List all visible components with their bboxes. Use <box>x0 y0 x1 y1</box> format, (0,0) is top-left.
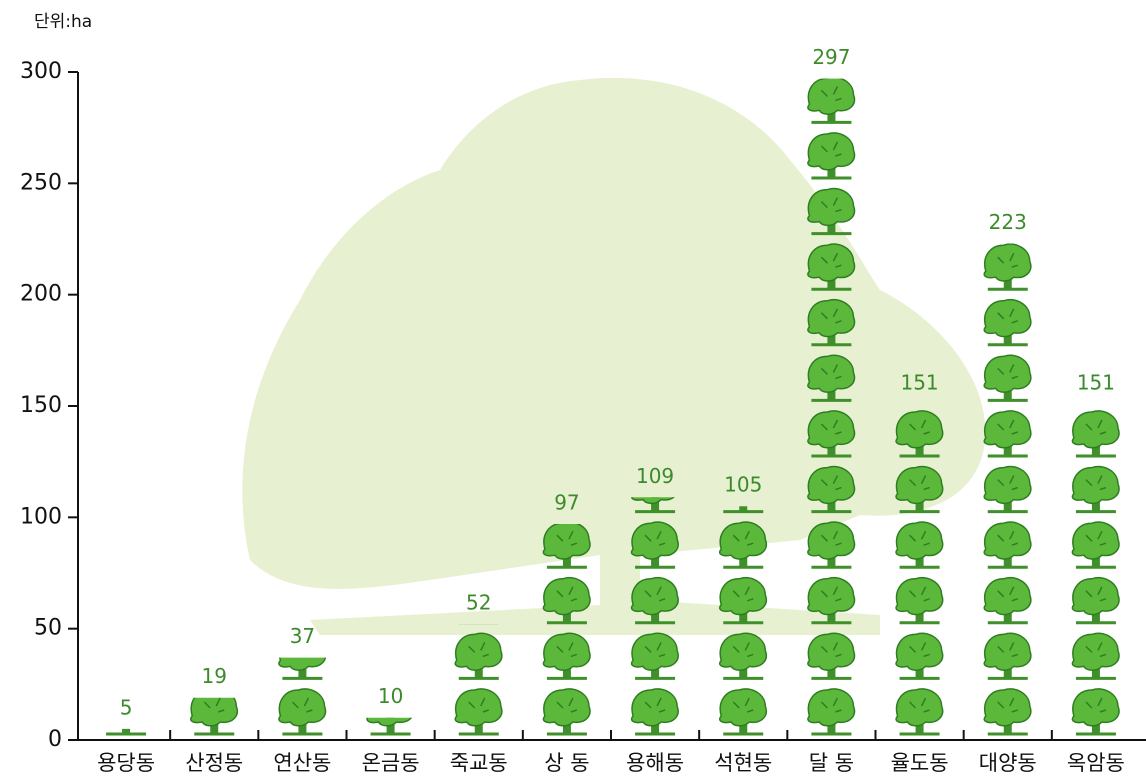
tree-icon <box>806 78 856 124</box>
value-label: 151 <box>900 370 938 394</box>
pictogram-bar <box>982 243 1033 736</box>
value-label: 10 <box>378 684 403 708</box>
tree-icon <box>1070 465 1121 514</box>
tree-icon <box>189 697 239 736</box>
pictogram-bar <box>277 657 327 736</box>
tree-icon <box>982 465 1033 514</box>
tree-icon <box>1070 631 1121 680</box>
value-label: 37 <box>290 624 315 648</box>
tree-icon <box>541 687 592 736</box>
tree-icon <box>718 687 768 736</box>
x-tick-label: 대양동 <box>979 751 1037 775</box>
x-tick-label: 연산동 <box>273 751 331 775</box>
tree-icon <box>982 243 1033 291</box>
tree-icon <box>806 631 856 680</box>
value-label: 105 <box>724 473 762 497</box>
y-tick-label: 100 <box>20 504 62 529</box>
tree-icon <box>894 576 945 625</box>
tree-icon <box>806 520 856 569</box>
x-tick-label: 상 동 <box>544 751 589 775</box>
y-tick-label: 250 <box>20 170 62 195</box>
tree-icon <box>806 687 856 736</box>
value-label: 52 <box>466 591 491 615</box>
value-label: 297 <box>812 45 850 69</box>
tree-icon <box>541 631 592 680</box>
tree-icon <box>982 520 1033 569</box>
value-label: 5 <box>120 695 133 719</box>
tree-icon <box>1070 409 1121 458</box>
y-tick-label: 300 <box>20 59 62 84</box>
x-tick-label: 온금동 <box>362 751 420 775</box>
x-tick-label: 달 동 <box>809 751 854 775</box>
tree-icon <box>894 631 945 680</box>
tree-icon <box>894 520 945 569</box>
tree-icon <box>982 687 1033 736</box>
tree-icon <box>1070 576 1121 625</box>
x-tick-label: 용해동 <box>626 751 684 775</box>
value-label: 109 <box>636 464 674 488</box>
x-tick-label: 석현동 <box>714 751 772 775</box>
tree-icon <box>894 687 945 736</box>
tree-icon <box>718 520 768 569</box>
background-tree <box>242 77 986 635</box>
tree-icon <box>982 353 1033 402</box>
tree-icon <box>982 298 1033 347</box>
tree-icon <box>630 631 680 680</box>
tree-icon <box>453 687 504 736</box>
pictogram-bar <box>1070 409 1121 736</box>
value-label: 151 <box>1077 370 1115 394</box>
x-tick-label: 죽교동 <box>450 751 508 775</box>
tree-icon <box>1070 520 1121 569</box>
tree-icon <box>982 631 1033 680</box>
y-tick-label: 50 <box>34 616 62 641</box>
value-label: 223 <box>989 210 1027 234</box>
y-tick-label: 0 <box>48 727 62 752</box>
value-label: 19 <box>202 664 227 688</box>
unit-label: 단위:ha <box>34 12 92 32</box>
x-tick-label: 산정동 <box>185 751 243 775</box>
y-tick-label: 150 <box>20 393 62 418</box>
tree-icon <box>806 131 856 180</box>
x-tick-label: 옥암동 <box>1067 751 1125 775</box>
y-tick-label: 200 <box>20 282 62 307</box>
tree-icon <box>630 687 680 736</box>
pictogram-bar <box>189 697 239 736</box>
tree-icon <box>277 687 327 736</box>
tree-icon <box>982 409 1033 458</box>
tree-icon <box>718 631 768 680</box>
x-tick-label: 율도동 <box>891 751 949 775</box>
tree-icon <box>982 576 1033 625</box>
x-tick-label: 용당동 <box>97 751 155 775</box>
value-label: 97 <box>554 491 579 515</box>
tree-icon <box>1070 687 1121 736</box>
tree-icon <box>453 631 504 680</box>
